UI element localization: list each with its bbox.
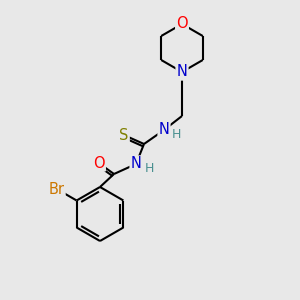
- Text: N: N: [159, 122, 170, 137]
- Text: N: N: [130, 157, 141, 172]
- Text: N: N: [177, 64, 188, 80]
- Text: H: H: [144, 161, 154, 175]
- Text: S: S: [119, 128, 129, 143]
- Text: Br: Br: [49, 182, 64, 197]
- Text: H: H: [171, 128, 181, 142]
- Text: O: O: [93, 155, 105, 170]
- Text: O: O: [176, 16, 188, 32]
